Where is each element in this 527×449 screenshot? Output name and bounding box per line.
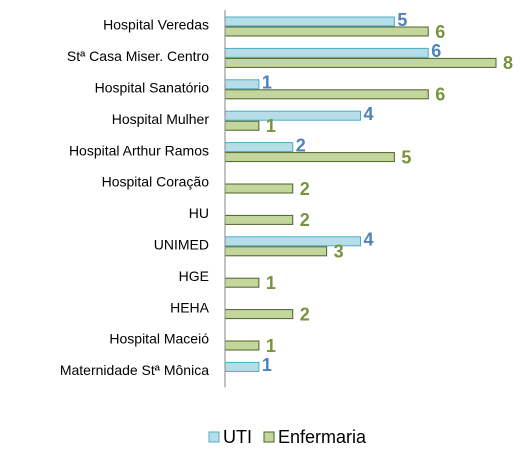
bar [224,57,497,68]
data-label: 5 [401,147,411,167]
y-tick-label: HGE [179,268,209,284]
bar [224,361,260,372]
y-tick-label: Hospital Mulher [112,111,210,127]
legend-label: UTI [223,427,252,447]
y-tick-label: HU [189,205,209,221]
data-label: 1 [262,355,272,375]
bar [224,152,395,163]
y-tick-label: Hospital Sanatório [95,80,210,96]
bar [224,183,294,194]
bar [224,142,294,153]
bar [224,26,429,37]
y-tick-label: Hospital Veredas [103,17,209,33]
data-label: 2 [300,179,310,199]
data-label: 1 [266,273,276,293]
data-label: 1 [266,116,276,136]
data-label: 3 [334,242,344,262]
bar [224,16,395,27]
data-label: 5 [397,10,407,30]
y-tick-label: Hospital Coração [102,174,210,190]
bar [224,120,260,131]
bar [224,79,260,90]
y-tick-label: Hospital Maceió [109,331,209,347]
bar [224,110,361,121]
y-tick-label: Maternidade Stª Mônica [60,362,209,378]
bar [224,246,328,257]
bar [224,47,429,58]
data-label: 1 [266,336,276,356]
data-label: 4 [363,230,373,250]
y-tick-label: Hospital Arthur Ramos [69,142,209,158]
data-label: 6 [435,85,445,105]
data-label: 2 [300,304,310,324]
data-label: 4 [363,104,373,124]
legend-swatch [208,431,220,443]
data-label: 6 [435,22,445,42]
y-tick-label: UNIMED [154,237,209,253]
bar [224,89,429,100]
bar [224,214,294,225]
data-label: 8 [503,53,513,73]
bar [224,309,294,320]
data-label: 1 [262,73,272,93]
y-tick-label: Stª Casa Miser. Centro [67,48,209,64]
y-tick-label: HEHA [170,299,210,315]
bar [224,340,260,351]
legend-swatch [263,431,275,443]
data-label: 2 [296,135,306,155]
legend-label: Enfermaria [278,427,367,447]
bar [224,277,260,288]
data-label: 6 [431,41,441,61]
data-label: 2 [300,210,310,230]
